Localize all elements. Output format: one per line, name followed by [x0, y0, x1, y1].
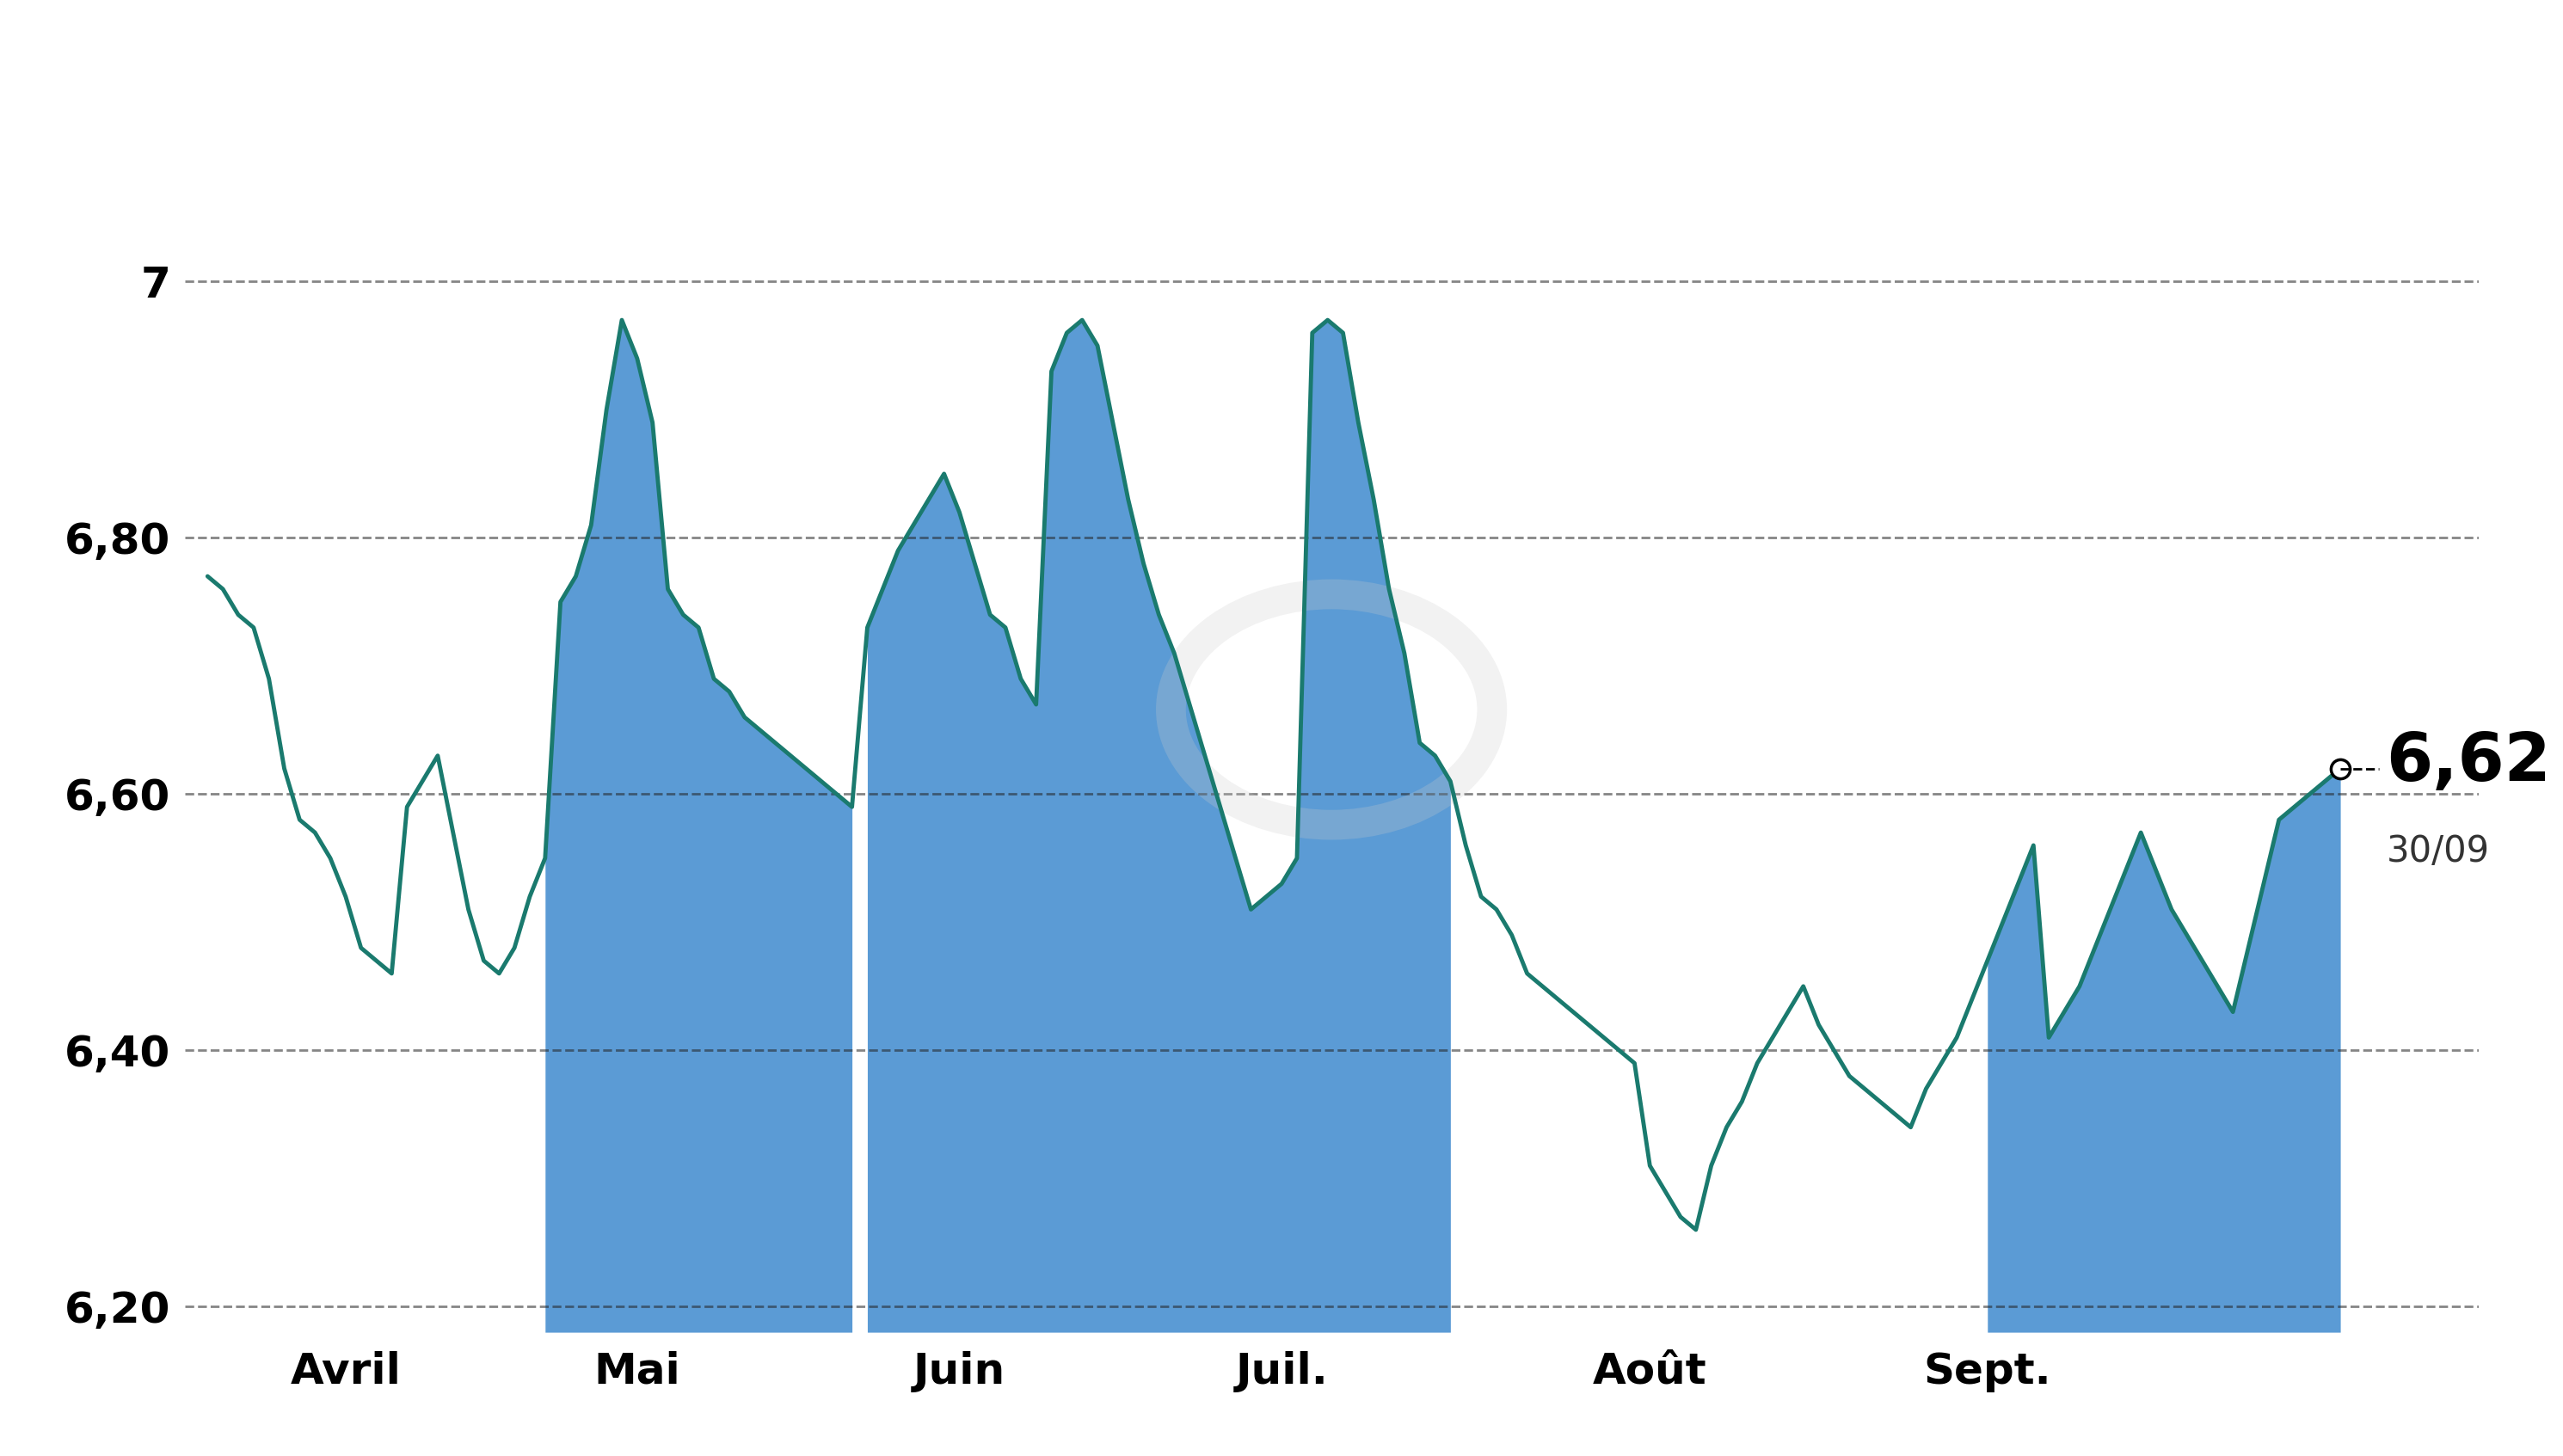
- Text: Abrdn Income Credit Strategies Fund: Abrdn Income Credit Strategies Fund: [279, 39, 2284, 132]
- Text: 30/09: 30/09: [2386, 834, 2489, 869]
- Text: 6,62: 6,62: [2386, 729, 2550, 795]
